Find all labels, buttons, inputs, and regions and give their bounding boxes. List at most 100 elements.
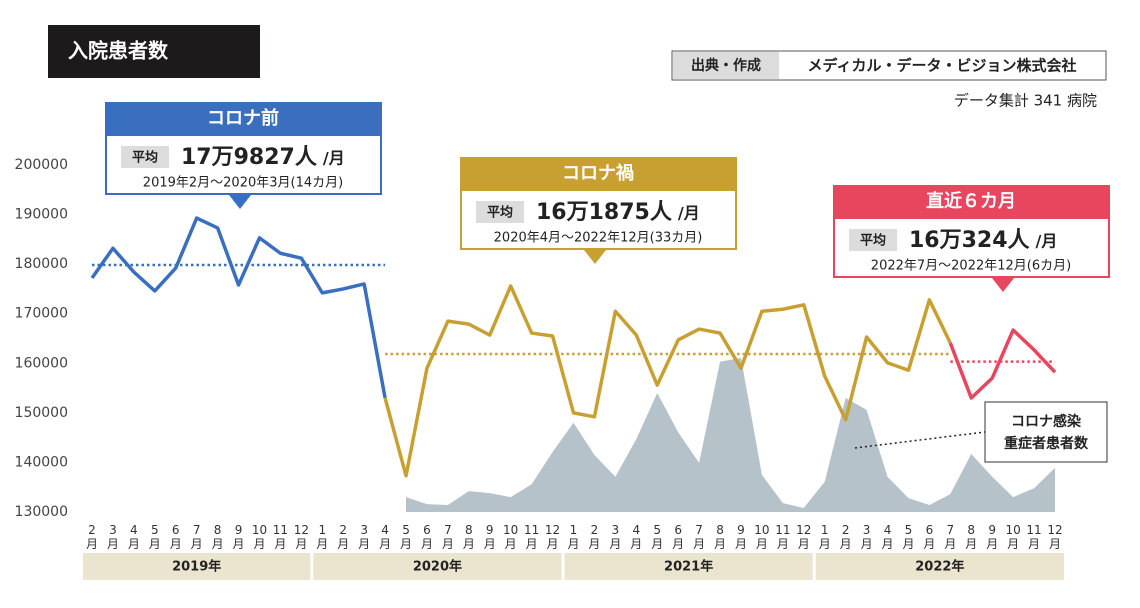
year-band xyxy=(313,553,562,580)
x-tick-label: 5月 xyxy=(902,523,915,551)
average-tag-box xyxy=(121,146,169,168)
x-tick-label: 12月 xyxy=(544,523,561,551)
average-tag: 平均 xyxy=(132,150,158,166)
average-unit: /月 xyxy=(678,204,700,223)
x-tick-label: 3月 xyxy=(106,523,119,551)
year-label: 2019年 xyxy=(172,559,221,575)
x-tick-label: 10月 xyxy=(251,523,268,551)
callout-pointer xyxy=(584,250,606,264)
x-tick-label: 3月 xyxy=(609,523,622,551)
callout-pointer xyxy=(229,195,251,209)
period: 2019年2月～2020年3月(14カ月) xyxy=(143,176,343,191)
x-tick-label: 10月 xyxy=(503,523,519,551)
x-tick-label: 1月 xyxy=(567,523,580,551)
source-tag-box xyxy=(673,52,779,79)
annotation-line: コロナ感染 xyxy=(1011,413,1082,430)
x-tick-label: 6月 xyxy=(420,523,433,551)
series-name: 直近６カ月 xyxy=(926,190,1016,212)
x-tick-label: 12月 xyxy=(1047,523,1063,551)
average-unit: /月 xyxy=(1036,232,1058,251)
source: メディカル・データ・ビジョン株式会社 xyxy=(808,57,1077,75)
year-label: 2020年 xyxy=(413,559,462,575)
x-tick-label: 7月 xyxy=(190,523,203,551)
x-tick-label: 2月 xyxy=(588,523,601,551)
x-tick-label: 9月 xyxy=(986,523,999,551)
x-tick-label: 12月 xyxy=(796,523,812,551)
annotation-pointer xyxy=(854,431,986,449)
annotation-line: 重症者患者数 xyxy=(1004,435,1089,452)
x-tick-label: 3月 xyxy=(358,523,371,551)
x-tick-label: 3月 xyxy=(860,523,873,551)
year-label: 2021年 xyxy=(664,559,713,575)
x-tick-label: 4月 xyxy=(630,523,643,551)
period: 2020年4月～2022年12月(33カ月) xyxy=(494,231,703,246)
x-tick-label: 2月 xyxy=(839,523,852,551)
callout-header xyxy=(833,185,1110,218)
x-tick-label: 10月 xyxy=(1005,523,1021,551)
y-tick-label: 190000 xyxy=(15,207,68,223)
year-band xyxy=(564,553,813,580)
year-band xyxy=(815,553,1064,580)
x-tick-label: 11月 xyxy=(523,523,540,551)
x-tick-label: 4月 xyxy=(379,523,392,551)
y-tick-label: 150000 xyxy=(15,405,68,421)
year-label: 2022年 xyxy=(915,559,964,575)
y-tick-label: 130000 xyxy=(15,504,68,520)
x-tick-label: 6月 xyxy=(923,523,936,551)
x-tick-label: 8月 xyxy=(714,523,727,551)
x-tick-label: 7月 xyxy=(944,523,957,551)
x-tick-label: 1月 xyxy=(316,523,329,551)
series-name: コロナ前 xyxy=(207,107,279,129)
average-tag-box xyxy=(476,201,524,223)
y-tick-label: 200000 xyxy=(15,157,68,173)
x-tick-label: 7月 xyxy=(693,523,706,551)
x-tick-label: 8月 xyxy=(462,523,475,551)
average-label: 16万1875人 xyxy=(536,200,672,225)
average-label: 17万9827人 xyxy=(181,145,317,170)
x-tick-label: 1月 xyxy=(818,523,831,551)
callout-header xyxy=(460,157,737,190)
title: 入院患者数 xyxy=(68,39,169,63)
x-tick-label: 4月 xyxy=(127,523,140,551)
average-tag: 平均 xyxy=(860,233,886,249)
line xyxy=(90,216,387,399)
x-tick-label: 9月 xyxy=(232,523,245,551)
line xyxy=(948,328,1057,400)
x-tick-label: 9月 xyxy=(483,523,496,551)
x-tick-label: 5月 xyxy=(148,523,161,551)
x-tick-label: 10月 xyxy=(754,523,770,551)
x-tick-label: 11月 xyxy=(272,523,289,551)
y-tick-label: 180000 xyxy=(15,256,68,272)
x-tick-label: 9月 xyxy=(734,523,747,551)
y-tick-label: 170000 xyxy=(15,306,68,322)
x-tick-label: 4月 xyxy=(881,523,894,551)
x-tick-label: 2月 xyxy=(86,523,99,551)
x-tick-label: 5月 xyxy=(651,523,664,551)
average-label: 16万324人 xyxy=(909,228,1030,253)
x-tick-label: 8月 xyxy=(211,523,224,551)
y-tick-label: 140000 xyxy=(15,454,68,470)
x-tick-label: 6月 xyxy=(672,523,685,551)
x-tick-label: 6月 xyxy=(169,523,182,551)
x-tick-label: 2月 xyxy=(337,523,350,551)
annotation-box xyxy=(984,401,1108,463)
average-tag: 平均 xyxy=(487,205,513,221)
average-unit: /月 xyxy=(323,149,345,168)
line xyxy=(383,284,952,478)
title-box xyxy=(48,25,260,78)
average-tag-box xyxy=(849,229,897,251)
x-tick-label: 11月 xyxy=(775,523,791,551)
y-tick-label: 160000 xyxy=(15,355,68,371)
area xyxy=(406,357,1055,512)
callout-pointer xyxy=(992,278,1014,292)
source-tag: 出典・作成 xyxy=(691,57,761,74)
x-tick-label: 12月 xyxy=(293,523,309,551)
x-tick-label: 7月 xyxy=(441,523,454,551)
x-tick-label: 11月 xyxy=(1026,523,1042,551)
series-name: コロナ禍 xyxy=(562,162,634,184)
period: 2022年7月～2022年12月(6カ月) xyxy=(871,259,1071,274)
x-tick-label: 5月 xyxy=(400,523,413,551)
note: データ集計 341 病院 xyxy=(954,92,1097,110)
